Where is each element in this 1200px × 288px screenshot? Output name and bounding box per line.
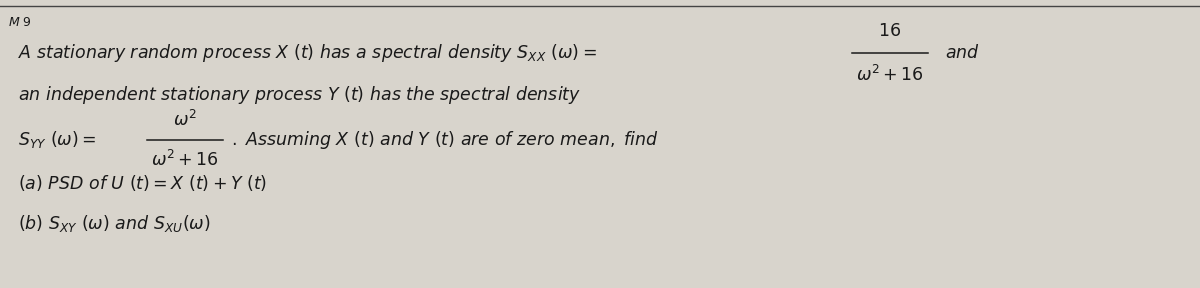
Text: $\mathit{(b)\ S_{XY}\ (\omega)\ and\ S_{XU}(\omega)}$: $\mathit{(b)\ S_{XY}\ (\omega)\ and\ S_{… (18, 213, 210, 234)
Text: $\mathit{M\ 9}$: $\mathit{M\ 9}$ (8, 16, 32, 29)
Text: $\mathit{\omega^2+16}$: $\mathit{\omega^2+16}$ (151, 150, 218, 170)
Text: $\mathit{\omega^2}$: $\mathit{\omega^2}$ (173, 110, 197, 130)
Text: $\mathit{S_{YY}\ (\omega)=}$: $\mathit{S_{YY}\ (\omega)=}$ (18, 130, 96, 151)
Text: $\mathit{and}$: $\mathit{and}$ (946, 44, 979, 62)
Text: $\mathit{A\ stationary\ random\ process\ X\ (t)\ has\ a\ spectral\ density\ S_{X: $\mathit{A\ stationary\ random\ process\… (18, 42, 596, 64)
Text: $\mathit{.\ Assuming\ X\ (t)\ and\ Y\ (t)\ are\ of\ zero\ mean,\ find}$: $\mathit{.\ Assuming\ X\ (t)\ and\ Y\ (t… (230, 129, 659, 151)
Text: $\mathit{(a)\ PSD\ of\ U\ (t)=X\ (t)+Y\ (t)}$: $\mathit{(a)\ PSD\ of\ U\ (t)=X\ (t)+Y\ … (18, 173, 268, 193)
Text: $\mathit{16}$: $\mathit{16}$ (878, 22, 901, 40)
Text: $\mathit{an\ independent\ stationary\ process\ Y\ (t)\ has\ the\ spectral\ densi: $\mathit{an\ independent\ stationary\ pr… (18, 84, 581, 106)
Text: $\mathit{\omega^2+16}$: $\mathit{\omega^2+16}$ (856, 65, 924, 85)
